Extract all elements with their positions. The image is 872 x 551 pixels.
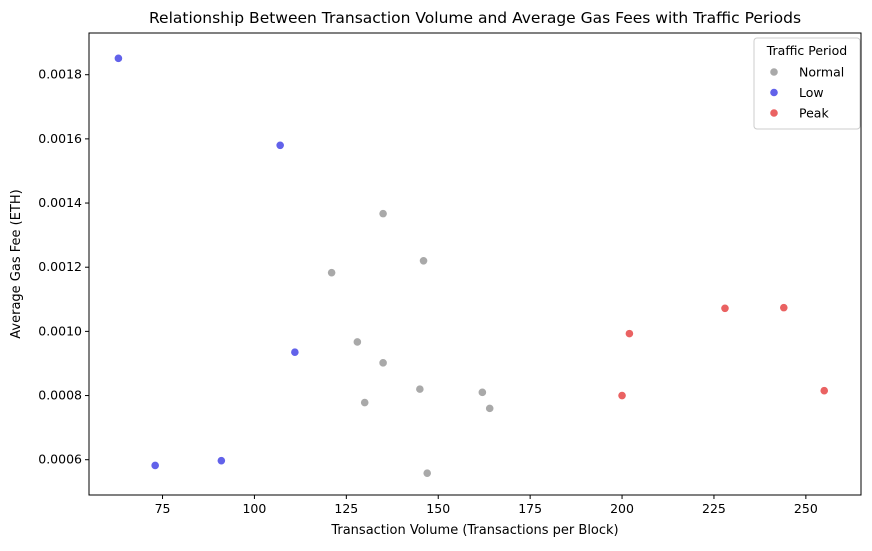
data-point-normal [485, 403, 495, 413]
data-point-normal [352, 337, 362, 347]
x-tick-label: 200 [610, 501, 634, 516]
data-point-normal [378, 209, 388, 219]
data-point-low [275, 140, 285, 150]
y-tick-label: 0.0016 [38, 131, 82, 146]
data-point-normal [360, 397, 370, 408]
legend-box [753, 37, 861, 130]
legend: Traffic Period Normal Low Peak [753, 37, 861, 130]
data-point-peak [779, 303, 789, 313]
legend-marker-normal [769, 67, 779, 77]
y-axis-label: Average Gas Fee (ETH) [9, 189, 24, 338]
legend-label-peak: Peak [799, 106, 829, 121]
x-axis-ticks: 75 100 125 150 175 200 225 250 [155, 495, 818, 516]
data-point-normal [422, 468, 432, 478]
y-tick-label: 0.0010 [38, 323, 82, 338]
data-points [113, 53, 829, 478]
y-axis-ticks: 0.0006 0.0008 0.0010 0.0012 0.0014 0.0016 0.00… [38, 67, 89, 467]
y-tick-label: 0.0006 [38, 452, 82, 467]
x-tick-label: 225 [702, 501, 726, 516]
x-tick-label: 100 [242, 501, 266, 516]
legend-label-normal: Normal [799, 65, 844, 80]
y-tick-label: 0.0014 [38, 195, 82, 210]
x-tick-label: 250 [794, 501, 818, 516]
legend-marker-low [769, 87, 779, 98]
y-tick-label: 0.0008 [38, 388, 82, 403]
plot-frame [88, 32, 862, 496]
data-point-low [216, 456, 226, 466]
data-point-normal [477, 387, 487, 397]
x-tick-label: 175 [518, 501, 542, 516]
data-point-peak [624, 329, 635, 339]
x-tick-label: 125 [334, 501, 358, 516]
data-point-low [150, 460, 160, 471]
y-tick-label: 0.0012 [38, 259, 82, 274]
legend-label-low: Low [799, 85, 824, 100]
data-point-peak [617, 390, 627, 401]
data-point-peak [819, 386, 829, 396]
x-axis-label: Transaction Volume (Transactions per Blo… [330, 523, 618, 538]
y-tick-label: 0.0018 [38, 67, 82, 82]
x-tick-label: 75 [155, 501, 171, 516]
legend-marker-peak [769, 108, 779, 118]
legend-title: Traffic Period [766, 43, 848, 58]
data-point-normal [415, 384, 425, 394]
x-tick-label: 150 [426, 501, 450, 516]
data-point-low [113, 53, 124, 63]
data-point-low [290, 347, 300, 357]
data-point-normal [327, 268, 337, 278]
chart-title: Relationship Between Transaction Volume … [149, 9, 801, 27]
data-point-normal [378, 358, 388, 368]
data-point-peak [720, 303, 730, 313]
data-point-normal [418, 256, 429, 266]
